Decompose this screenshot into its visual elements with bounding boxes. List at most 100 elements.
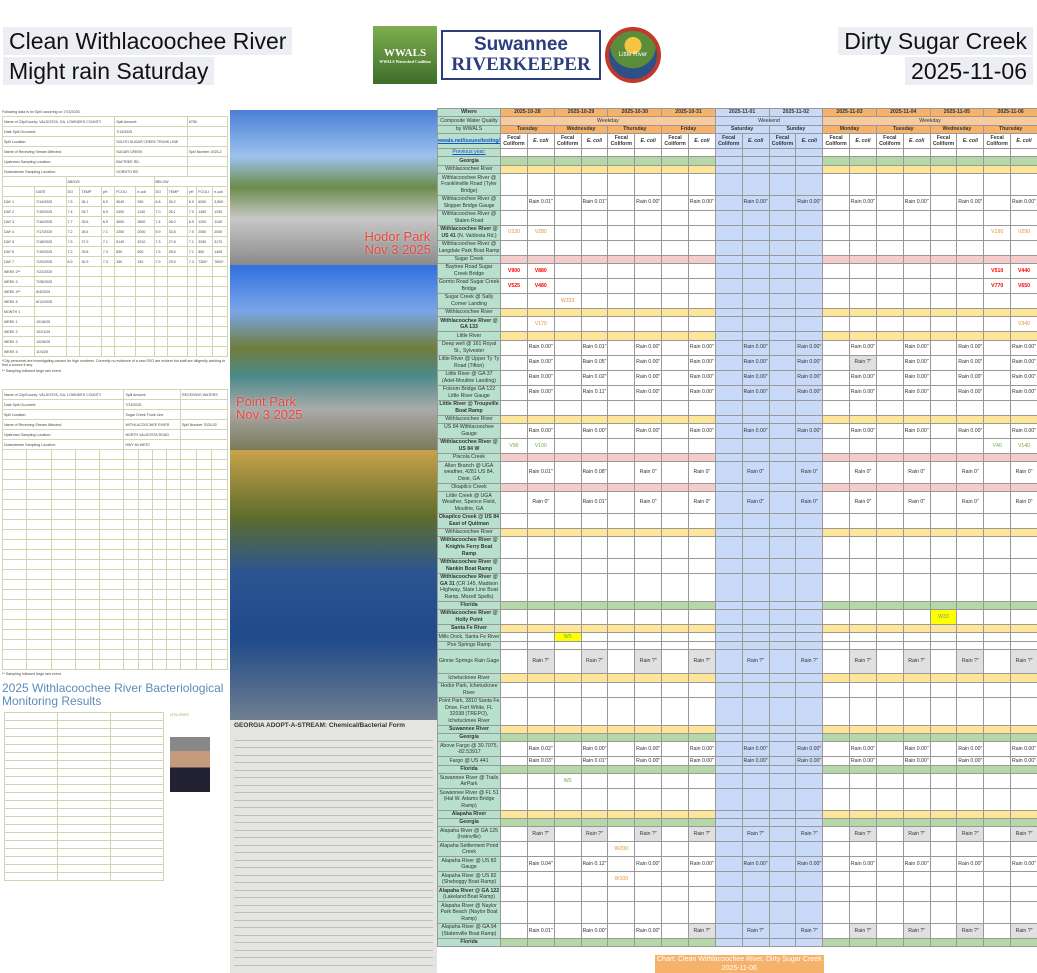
rain-cell: Rain 0.00" — [580, 741, 609, 758]
cell — [114, 286, 137, 297]
cell — [186, 306, 198, 317]
data-cell — [553, 354, 582, 371]
data-cell — [607, 922, 636, 939]
testing-link[interactable]: wwals.net/issues/testing/ — [437, 133, 501, 150]
data-cell — [902, 764, 931, 775]
data-cell — [822, 788, 851, 811]
section-label: Sugar Creek — [437, 254, 501, 265]
data-cell — [687, 818, 716, 828]
data-cell — [741, 886, 770, 903]
data-cell — [1010, 809, 1037, 820]
data-cell — [849, 901, 877, 924]
data-cell — [714, 263, 743, 279]
data-cell — [822, 331, 851, 341]
data-cell — [768, 886, 797, 903]
data-cell — [795, 809, 824, 820]
site-label: Withlacoochee River @ GA 133 — [437, 316, 501, 333]
data-cell — [526, 572, 555, 602]
data-cell — [687, 788, 716, 811]
rain-cell: Rain ?" — [902, 649, 931, 675]
data-cell — [580, 937, 609, 948]
data-cell — [956, 482, 985, 493]
cell: 6.8 — [153, 196, 168, 207]
testing-link-text[interactable]: wwals.net/issues/testing/ — [438, 137, 500, 144]
data-cell — [849, 307, 877, 318]
data-cell — [661, 461, 689, 484]
data-cell — [956, 572, 985, 602]
ecoli-header: E. coli — [634, 133, 663, 150]
data-cell — [500, 339, 528, 356]
data-cell — [553, 640, 582, 651]
previous-year-link[interactable]: Previous year: — [437, 148, 501, 158]
table-row — [1, 599, 228, 610]
data-cell — [929, 724, 958, 735]
data-cell — [526, 696, 555, 726]
data-cell — [822, 809, 851, 820]
data-cell — [849, 557, 877, 574]
data-cell — [795, 640, 824, 651]
data-cell — [795, 818, 824, 828]
data-cell — [526, 482, 555, 493]
data-cell — [983, 557, 1012, 574]
bacteria-reading: V40 — [983, 437, 1012, 454]
data-cell — [795, 209, 824, 226]
rain-cell: Rain 0.11" — [580, 384, 609, 401]
data-cell — [687, 414, 716, 424]
data-cell — [902, 886, 931, 903]
data-cell — [714, 809, 743, 820]
cell — [114, 336, 137, 347]
fecal-header: Fecal Coliform — [983, 133, 1012, 150]
data-cell — [741, 527, 770, 538]
data-cell — [607, 527, 636, 538]
rain-cell: Rain 0.12" — [580, 856, 609, 873]
data-cell — [714, 461, 743, 484]
site-label: Little River @ Troupville Boat Ramp — [437, 399, 501, 416]
data-cell — [714, 331, 743, 341]
photo-point-park: Point Park Nov 3 2025 — [230, 265, 437, 450]
rain-cell: Rain 0" — [741, 491, 770, 514]
rain-cell: Rain 0" — [795, 491, 824, 514]
data-cell — [741, 809, 770, 820]
data-cell — [661, 696, 689, 726]
data-cell — [714, 156, 743, 166]
rain-cell: Rain ?" — [687, 649, 716, 675]
data-cell — [500, 937, 528, 948]
spill-info-cell: Sugar Creek Trunk Line — [123, 409, 181, 420]
cell: 7.1 — [100, 226, 116, 237]
subtitle: by WWALS — [437, 124, 501, 135]
site-row: Little River @ Troupville Boat Ramp — [437, 399, 1037, 416]
data-cell — [849, 512, 877, 529]
headline-date: 2025-11-06 — [905, 57, 1033, 85]
cell — [196, 296, 214, 307]
table-row: DAY 1 7/14/2025 7.5 26.1 6.9 5040 930 6.8 26.2 6.… — [1, 196, 228, 207]
rain-cell: Rain 0.00" — [795, 756, 824, 766]
data-cell — [902, 482, 931, 493]
spill-info-row: Name of Receiving Stream Affected: SUGAR … — [1, 146, 229, 157]
data-cell — [983, 624, 1012, 634]
table-row — [4, 784, 164, 793]
data-cell — [526, 452, 555, 463]
site-label: Withlacoochee River @ Langdale Park Boat… — [437, 239, 501, 256]
data-cell — [822, 512, 851, 529]
site-row: Withlacoochee River @ Knights Ferry Boat… — [437, 536, 1037, 559]
data-cell — [714, 278, 743, 294]
cell — [114, 326, 137, 337]
table-row: WEEK 4 11/4/25 — [1, 346, 228, 357]
rain-cell: Rain ?" — [526, 826, 555, 843]
data-cell — [607, 572, 636, 602]
data-cell — [553, 609, 582, 626]
data-cell — [661, 224, 689, 241]
cell: 7.9 — [153, 256, 168, 267]
data-cell — [1010, 733, 1037, 743]
section-label: Withlacoochee River — [437, 164, 501, 175]
table-row: MONTH 1 — [1, 306, 228, 317]
cell — [65, 336, 81, 347]
cell: WEEK 4** — [1, 286, 36, 297]
table-row — [4, 736, 164, 745]
data-cell — [714, 164, 743, 175]
cell — [79, 346, 102, 357]
rain-cell: Rain 0" — [956, 491, 985, 514]
data-cell — [607, 696, 636, 726]
data-cell — [875, 292, 904, 309]
previous-year-text[interactable]: Previous year: — [452, 149, 486, 156]
